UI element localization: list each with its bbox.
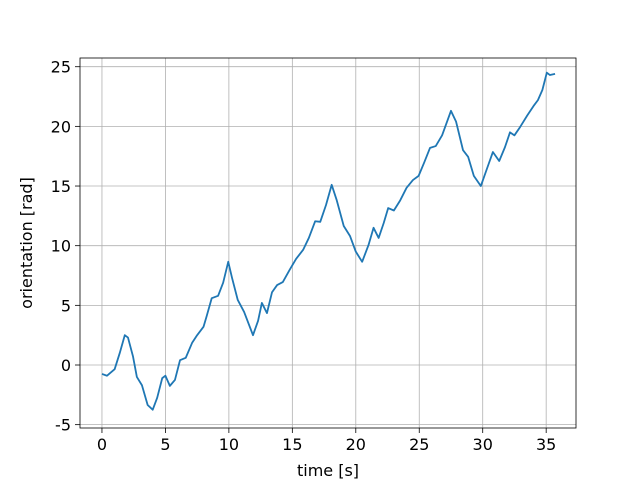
y-tick-label: 20 <box>51 117 71 136</box>
x-tick-label: 5 <box>160 435 170 454</box>
plot-frame <box>79 57 577 429</box>
x-tick-label: 10 <box>219 435 239 454</box>
x-tick-label: 0 <box>97 435 107 454</box>
x-tick-label: 35 <box>536 435 556 454</box>
y-tick-label: -5 <box>55 416 71 435</box>
y-tick-label: 10 <box>51 237 71 256</box>
y-tick-label: 25 <box>51 58 71 77</box>
data-line <box>101 71 556 411</box>
x-tick-label: 25 <box>409 435 429 454</box>
x-axis-label: time [s] <box>297 461 359 480</box>
y-axis-label: orientation [rad] <box>17 177 36 309</box>
x-tick-label: 30 <box>473 435 493 454</box>
y-tick-label: 5 <box>61 296 71 315</box>
y-tick-label: 0 <box>61 356 71 375</box>
y-tick-label: 15 <box>51 177 71 196</box>
x-tick-label: 15 <box>282 435 302 454</box>
x-tick-label: 20 <box>346 435 366 454</box>
